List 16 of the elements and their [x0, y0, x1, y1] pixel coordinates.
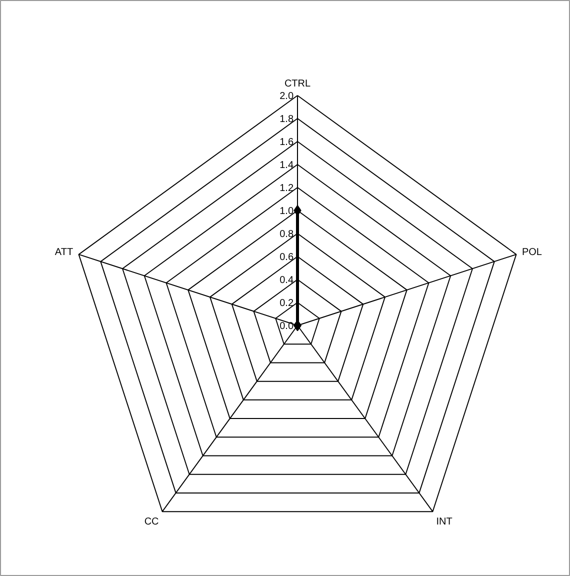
spoke-label: CTRL: [284, 78, 311, 90]
spoke-label: ATT: [54, 247, 74, 258]
y-tick-label: 0.0: [280, 321, 294, 332]
y-tick-label: 1.6: [280, 137, 294, 148]
y-tick-label: 1.0: [280, 206, 294, 217]
spoke-label: POL: [522, 247, 542, 258]
spoke-label: CC: [144, 516, 159, 528]
y-tick-label: 0.4: [280, 275, 294, 286]
y-tick-label: 2.0: [280, 91, 294, 102]
y-tick-label: 0.8: [280, 229, 294, 240]
y-tick-label: 0.6: [280, 252, 294, 263]
spoke-label: INT: [436, 516, 452, 528]
y-tick-label: 1.4: [280, 160, 294, 171]
y-tick-label: 0.2: [280, 298, 294, 309]
y-tick-label: 1.8: [280, 114, 294, 125]
y-tick-label: 1.2: [280, 183, 294, 194]
